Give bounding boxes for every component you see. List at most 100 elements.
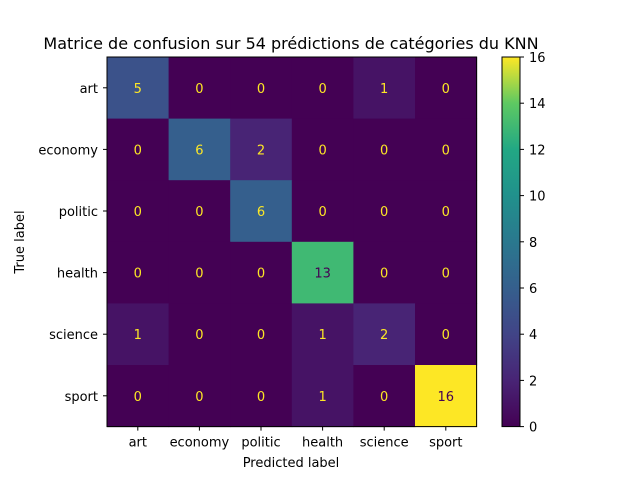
cell-value-label: 0 [380, 267, 388, 282]
cell-value-label: 0 [442, 328, 450, 343]
matrix-cell [291, 118, 354, 181]
cell-value-label: 5 [134, 82, 142, 97]
colorbar-tick-label: 8 [529, 236, 537, 251]
chart-title: Matrice de confusion sur 54 prédictions … [43, 34, 538, 53]
cell-value-label: 16 [438, 390, 455, 405]
cell-value-label: 0 [134, 143, 142, 158]
cell-value-label: 1 [318, 328, 326, 343]
y-tick-label: politic [59, 205, 98, 220]
cell-value-label: 13 [314, 267, 331, 282]
cell-value-label: 0 [257, 328, 265, 343]
matrix-cell [168, 118, 231, 181]
matrix-cell [107, 118, 170, 181]
x-axis-label: Predicted label [243, 456, 340, 471]
matrix-cell [415, 365, 478, 428]
matrix-cell [415, 180, 478, 243]
cell-value-label: 0 [134, 205, 142, 220]
matrix-cell [230, 57, 293, 120]
cell-value-label: 1 [318, 390, 326, 405]
matrix-cell [415, 241, 478, 304]
matrix-cell [415, 57, 478, 120]
matrix-cell [230, 241, 293, 304]
matrix-cell [168, 303, 231, 366]
colorbar-tick-label: 6 [529, 282, 537, 297]
matrix-cell [353, 57, 416, 120]
cell-value-label: 0 [442, 143, 450, 158]
matrix-cell [353, 180, 416, 243]
cell-value-label: 0 [195, 82, 203, 97]
colorbar-tick-label: 10 [529, 190, 546, 205]
cell-value-label: 0 [195, 328, 203, 343]
cell-value-label: 0 [257, 82, 265, 97]
y-axis-label: True label [13, 210, 28, 274]
y-tick-labels: art economy politic health science sport [38, 82, 107, 405]
cell-value-label: 0 [318, 205, 326, 220]
x-tick-label: health [302, 436, 343, 451]
colorbar-tick-label: 0 [529, 421, 537, 436]
colorbar-gradient [501, 56, 521, 428]
cell-value-label: 0 [134, 390, 142, 405]
y-tick-label: economy [38, 143, 98, 158]
y-tick-label: health [57, 267, 98, 282]
cell-value-label: 0 [318, 143, 326, 158]
matrix-cell [168, 365, 231, 428]
cell-value-label: 0 [380, 143, 388, 158]
colorbar-tick-label: 4 [529, 328, 537, 343]
cell-value-label: 1 [134, 328, 142, 343]
cell-value-label: 6 [195, 143, 203, 158]
matrix-cell [230, 365, 293, 428]
cell-value-label: 6 [257, 205, 265, 220]
cell-value-label: 0 [134, 267, 142, 282]
matrix-cell [168, 180, 231, 243]
matrix-cell [107, 57, 170, 120]
colorbar: 0 2 4 6 8 10 12 14 16 [501, 51, 546, 436]
matrix-cell [107, 365, 170, 428]
matrix-cell [291, 57, 354, 120]
matrix-cell [415, 118, 478, 181]
x-tick-labels: art economy politic health science sport [129, 426, 463, 451]
cell-value-label: 0 [195, 390, 203, 405]
x-tick-label: sport [429, 436, 462, 451]
y-tick-label: art [80, 82, 98, 97]
colorbar-tick-label: 16 [529, 51, 546, 66]
cell-value-label: 0 [257, 390, 265, 405]
matrix-cell [415, 303, 478, 366]
cell-value-label: 0 [195, 205, 203, 220]
matrix-cell [291, 365, 354, 428]
cell-value-label: 0 [380, 390, 388, 405]
y-tick-label: science [49, 328, 98, 343]
matrix-cell [168, 57, 231, 120]
matrix-cell [230, 180, 293, 243]
x-tick-label: economy [170, 436, 230, 451]
matrix-cell [353, 241, 416, 304]
matrix-cell [353, 118, 416, 181]
cell-value-label: 1 [380, 82, 388, 97]
matrix-cell [291, 241, 354, 304]
cell-value-label: 0 [318, 82, 326, 97]
matrix-cell [107, 241, 170, 304]
matrix-cell [353, 303, 416, 366]
cell-value-label: 2 [257, 143, 265, 158]
x-tick-label: science [360, 436, 409, 451]
matrix-cell [353, 365, 416, 428]
x-tick-label: art [129, 436, 147, 451]
plot-frame [106, 56, 478, 428]
cell-value-label: 0 [442, 205, 450, 220]
cell-value-label: 0 [380, 205, 388, 220]
cell-value-label: 0 [257, 267, 265, 282]
cell-value-label: 0 [442, 267, 450, 282]
cell-value-label: 2 [380, 328, 388, 343]
cell-value-label: 0 [442, 82, 450, 97]
y-tick-label: sport [65, 390, 98, 405]
matrix-cell [291, 180, 354, 243]
matrix-plot-area: 5 0 0 0 1 0 0 6 2 0 0 0 0 0 6 0 0 0 0 0 0 13 0 0 1 0 0 1 2 0 0 0 0 1 0 16 [106, 56, 478, 428]
x-tick-label: politic [241, 436, 280, 451]
cell-value-label: 0 [195, 267, 203, 282]
matrix-cell [107, 303, 170, 366]
colorbar-tick-label: 12 [529, 143, 546, 158]
matrix-cell [168, 241, 231, 304]
matrix-cell [230, 303, 293, 366]
matrix-cell [107, 180, 170, 243]
matrix-cell [291, 303, 354, 366]
